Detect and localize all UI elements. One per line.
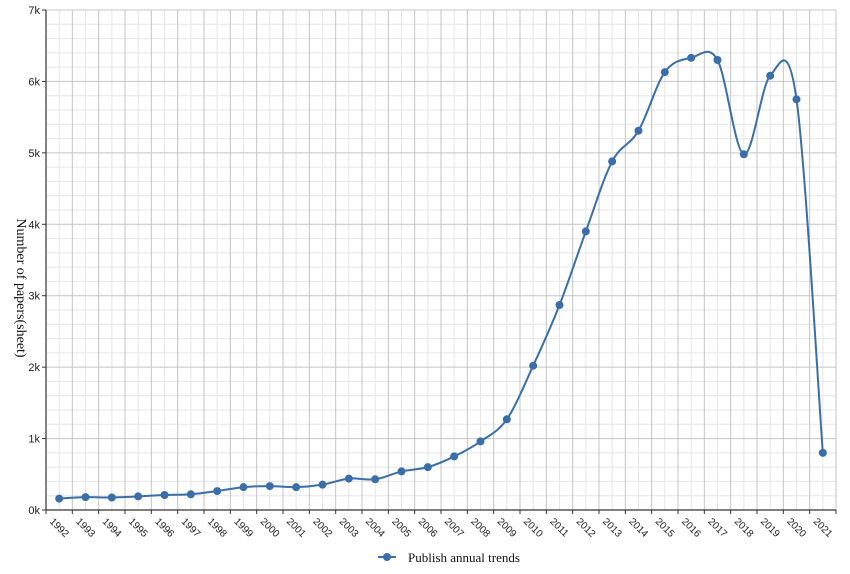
x-tick-label: 2018: [732, 516, 756, 540]
y-tick-label: 3k: [28, 291, 40, 303]
x-tick-label: 1999: [231, 516, 255, 540]
data-point-1996[interactable]: [160, 491, 169, 499]
x-tick-label: 1993: [73, 516, 97, 540]
x-tick-label: 2014: [626, 516, 650, 540]
x-tick-label: 2009: [495, 516, 519, 540]
data-point-1992[interactable]: [55, 494, 64, 503]
data-point-2015[interactable]: [660, 68, 669, 77]
data-point-2016[interactable]: [687, 53, 696, 62]
data-point-2019[interactable]: [766, 71, 775, 80]
data-point-2004[interactable]: [371, 475, 380, 484]
data-point-1997[interactable]: [186, 490, 195, 499]
x-tick-label: 2016: [679, 516, 703, 540]
legend[interactable]: Publish annual trends: [378, 550, 520, 565]
y-tick-label: 6k: [28, 76, 40, 88]
data-point-2010[interactable]: [529, 361, 538, 370]
y-tick-label: 7k: [28, 5, 40, 17]
data-point-2000[interactable]: [265, 482, 274, 491]
data-point-1995[interactable]: [134, 492, 143, 501]
y-tick-labels: 0k 1k 2k 3k 4k 5k 6k 7k: [28, 5, 40, 517]
data-point-2009[interactable]: [502, 415, 511, 424]
x-tick-label: 2011: [547, 516, 570, 539]
data-point-2007[interactable]: [450, 452, 459, 461]
data-point-2006[interactable]: [423, 463, 432, 472]
x-tick-label: 2012: [574, 516, 598, 540]
x-tick-label: 2008: [468, 516, 492, 540]
data-point-1999[interactable]: [239, 483, 248, 492]
x-tick-label: 1994: [100, 516, 124, 540]
data-point-1998[interactable]: [213, 487, 222, 496]
x-tick-label: 2001: [284, 516, 308, 540]
y-tick-label: 0k: [28, 505, 40, 517]
x-tick-label: 2002: [310, 516, 334, 540]
data-point-2002[interactable]: [318, 480, 327, 489]
x-tick-label: 1998: [205, 516, 229, 540]
data-point-2013[interactable]: [608, 157, 617, 166]
major-gridlines: [45, 9, 837, 511]
x-tick-label: 1997: [179, 516, 203, 540]
x-tick-label: 2003: [337, 516, 361, 540]
x-tick-label: 2006: [416, 516, 440, 540]
data-point-2021[interactable]: [818, 448, 827, 457]
x-tick-label: 2013: [600, 516, 624, 540]
x-tick-label: 1996: [152, 516, 176, 540]
x-tick-label: 2007: [442, 516, 466, 540]
y-tick-label: 4k: [28, 219, 40, 231]
axes: [42, 9, 837, 514]
y-tick-label: 5k: [28, 148, 40, 160]
x-tick-labels: 1992 1993 1994 1995 1996 1997 1998 1999 2000 2001…: [47, 516, 834, 540]
data-point-2008[interactable]: [476, 437, 485, 446]
data-point-1994[interactable]: [107, 493, 116, 502]
x-tick-label: 2019: [758, 516, 782, 540]
x-tick-label: 2017: [705, 516, 729, 540]
x-tick-label: 2000: [258, 516, 282, 540]
x-tick-label: 2015: [653, 516, 677, 540]
x-tick-label: 2005: [389, 516, 413, 540]
x-tick-label: 2020: [784, 516, 808, 540]
x-tick-label: 1995: [126, 516, 150, 540]
x-tick-label: 2004: [363, 516, 387, 540]
x-tick-label: 2021: [811, 516, 835, 540]
data-point-2018[interactable]: [739, 150, 748, 159]
data-point-2011[interactable]: [555, 301, 564, 309]
data-point-2003[interactable]: [344, 474, 353, 483]
y-axis-label: Number of papers(sheet): [13, 218, 28, 358]
data-point-2014[interactable]: [634, 126, 643, 135]
data-point-2005[interactable]: [397, 467, 406, 476]
y-tick-label: 1k: [28, 434, 40, 446]
data-points: [55, 53, 827, 503]
y-tick-label: 2k: [28, 362, 40, 374]
data-point-1993[interactable]: [81, 493, 90, 502]
data-point-2017[interactable]: [713, 56, 722, 64]
x-tick-label: 2010: [521, 516, 545, 540]
data-point-2020[interactable]: [792, 95, 801, 104]
data-point-2001[interactable]: [292, 483, 301, 492]
x-tick-label: 1992: [47, 516, 71, 540]
legend-label: Publish annual trends: [408, 550, 520, 565]
data-point-2012[interactable]: [581, 227, 590, 236]
legend-point-marker: [383, 553, 391, 561]
